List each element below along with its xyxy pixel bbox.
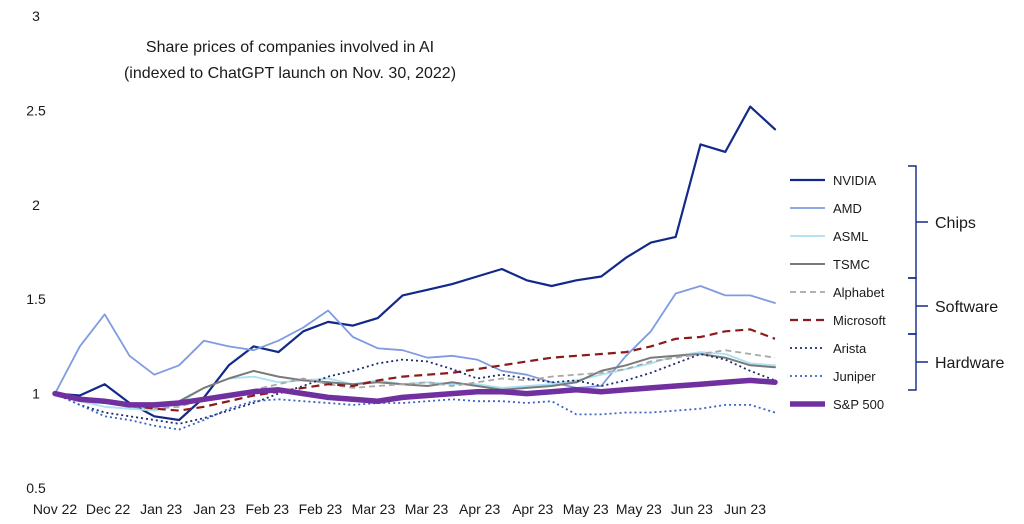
y-tick-label: 0.5 <box>26 480 46 496</box>
chart-titles: Share prices of companies involved in AI… <box>124 39 456 82</box>
legend-label-tsmc: TSMC <box>833 257 870 272</box>
chart-title: Share prices of companies involved in AI <box>146 39 434 56</box>
x-tick-label: Mar 23 <box>405 501 449 517</box>
legend-group-label-hardware: Hardware <box>935 355 1004 372</box>
legend-group-label-software: Software <box>935 299 998 316</box>
legend-bracket-software <box>908 277 928 335</box>
series-line-arista <box>54 353 776 425</box>
y-tick-label: 1 <box>32 386 40 402</box>
legend-group-label-chips: Chips <box>935 215 976 232</box>
x-tick-label: Apr 23 <box>459 501 500 517</box>
y-tick-label: 1.5 <box>26 291 46 307</box>
series-line-alphabet <box>54 349 776 410</box>
chart-subtitle: (indexed to ChatGPT launch on Nov. 30, 2… <box>124 65 456 82</box>
legend: NVIDIA AMD ASML TSMC Alphabet Microsoft Arista… <box>790 165 1004 412</box>
legend-label-nvidia: NVIDIA <box>833 173 877 188</box>
series-layer <box>52 105 778 431</box>
legend-bracket-hardware <box>908 333 928 391</box>
y-axis: 3 2.5 2 1.5 1 0.5 <box>26 8 46 496</box>
series-line-juniper <box>54 392 776 431</box>
x-tick-label: Dec 22 <box>86 501 131 517</box>
x-tick-label: May 23 <box>563 501 609 517</box>
x-tick-label: Jun 23 <box>724 501 766 517</box>
legend-label-microsoft: Microsoft <box>833 313 886 328</box>
x-tick-label: Jun 23 <box>671 501 713 517</box>
x-tick-label: Nov 22 <box>33 501 78 517</box>
series-line-nvidia <box>53 105 777 422</box>
y-tick-label: 3 <box>32 8 40 24</box>
x-tick-label: Apr 23 <box>512 501 553 517</box>
series-line-amd <box>54 285 776 395</box>
legend-bracket-chips <box>908 165 928 279</box>
y-tick-label: 2.5 <box>26 102 46 118</box>
x-tick-label: Jan 23 <box>193 501 235 517</box>
legend-label-amd: AMD <box>833 201 862 216</box>
series-line-s-p-500 <box>52 377 778 408</box>
x-tick-label: Mar 23 <box>352 501 396 517</box>
x-tick-label: Jan 23 <box>140 501 182 517</box>
legend-label-s-p-500: S&P 500 <box>833 397 884 412</box>
legend-label-alphabet: Alphabet <box>833 285 885 300</box>
x-tick-label: Feb 23 <box>246 501 290 517</box>
legend-label-asml: ASML <box>833 229 868 244</box>
x-axis: Nov 22 Dec 22 Jan 23 Jan 23 Feb 23 Feb 23 Mar … <box>33 501 766 517</box>
legend-label-arista: Arista <box>833 341 867 356</box>
y-tick-label: 2 <box>32 197 40 213</box>
series-line-microsoft <box>54 328 776 412</box>
x-tick-label: May 23 <box>616 501 662 517</box>
legend-label-juniper: Juniper <box>833 369 876 384</box>
x-tick-label: Feb 23 <box>299 501 343 517</box>
